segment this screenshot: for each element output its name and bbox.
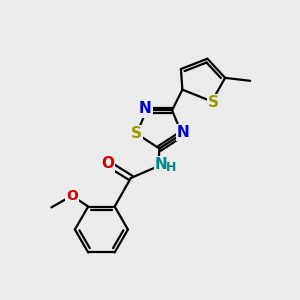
Text: S: S (208, 95, 219, 110)
Text: S: S (131, 126, 142, 141)
Text: N: N (177, 125, 190, 140)
Text: O: O (101, 156, 114, 171)
Text: N: N (155, 157, 168, 172)
Text: O: O (66, 189, 78, 202)
Text: H: H (166, 161, 177, 174)
Text: N: N (139, 101, 152, 116)
